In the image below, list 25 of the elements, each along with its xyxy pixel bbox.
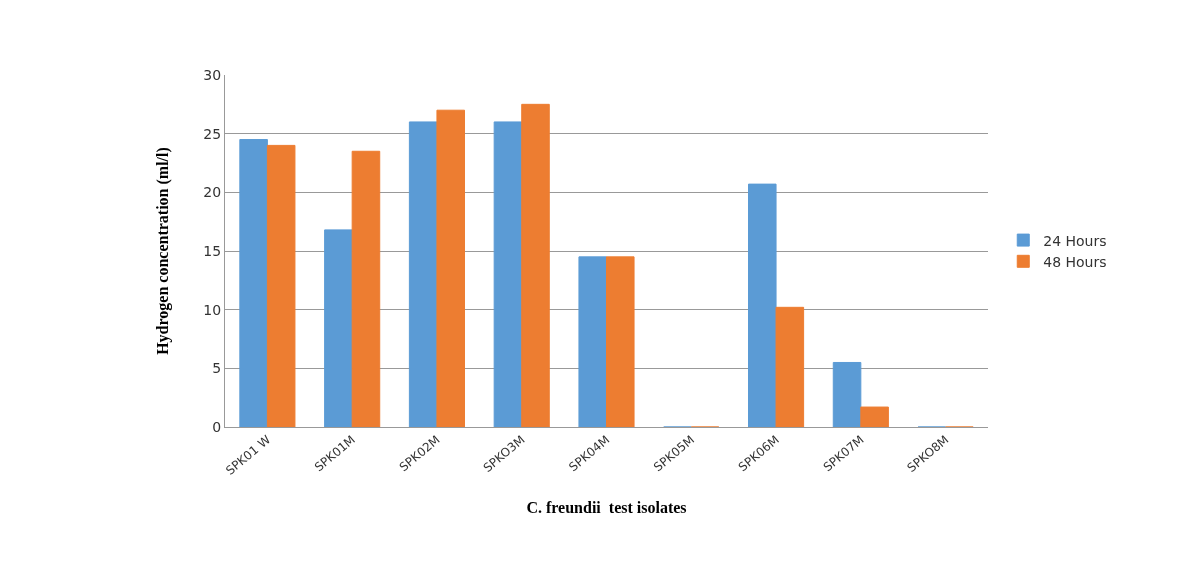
bar (748, 183, 777, 427)
y-axis-title: Hydrogen concentration (ml/l) (154, 147, 173, 355)
y-tick-label: 15 (203, 242, 222, 259)
bar (521, 103, 550, 427)
bar (324, 229, 353, 427)
y-tick-label: 30 (203, 66, 222, 83)
bar (775, 306, 805, 427)
y-tick-label: 20 (203, 184, 222, 201)
y-tick-label: 25 (203, 125, 222, 142)
bar (239, 139, 268, 427)
bar (860, 406, 889, 427)
bar (832, 361, 862, 427)
bar (436, 109, 465, 427)
legend-label: 48 Hours (1043, 253, 1107, 270)
bar (578, 256, 607, 427)
x-axis-title: C. freundii test isolates (526, 499, 687, 517)
bar (408, 121, 438, 427)
bar (493, 121, 523, 427)
bar (351, 150, 381, 427)
y-tick-label: 10 (203, 301, 222, 318)
bar (606, 256, 635, 427)
y-tick-label: 0 (212, 418, 222, 435)
bar (266, 144, 296, 427)
y-tick-label: 5 (212, 360, 222, 377)
legend-label: 24 Hours (1043, 232, 1107, 249)
